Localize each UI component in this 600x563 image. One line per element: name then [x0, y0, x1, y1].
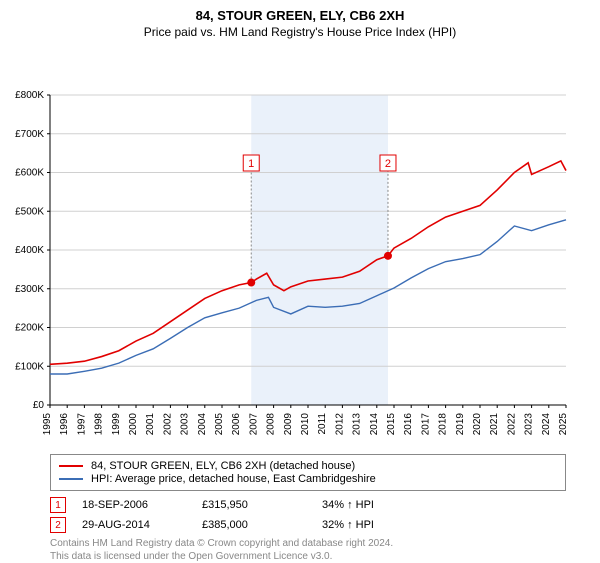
page-subtitle: Price paid vs. HM Land Registry's House … — [0, 23, 600, 45]
x-tick-label: 1998 — [94, 413, 105, 436]
legend-row: 84, STOUR GREEN, ELY, CB6 2XH (detached … — [59, 460, 557, 472]
sale-index-box: 2 — [50, 517, 66, 533]
legend-swatch — [59, 478, 83, 480]
x-tick-label: 2022 — [506, 413, 517, 436]
x-tick-label: 2014 — [369, 413, 380, 436]
x-tick-label: 2017 — [420, 413, 431, 436]
attribution: Contains HM Land Registry data © Crown c… — [50, 537, 566, 563]
x-tick-label: 2003 — [180, 413, 191, 436]
x-tick-label: 2002 — [162, 413, 173, 436]
sale-date: 18-SEP-2006 — [82, 499, 202, 511]
legend-label: 84, STOUR GREEN, ELY, CB6 2XH (detached … — [91, 460, 355, 472]
x-tick-label: 2019 — [455, 413, 466, 436]
sale-delta: 32% ↑ HPI — [322, 519, 442, 531]
x-tick-label: 2006 — [231, 413, 242, 436]
legend: 84, STOUR GREEN, ELY, CB6 2XH (detached … — [50, 454, 566, 491]
x-tick-label: 2013 — [352, 413, 363, 436]
y-tick-label: £500K — [15, 206, 44, 217]
x-tick-label: 2009 — [283, 413, 294, 436]
x-tick-label: 1996 — [59, 413, 70, 436]
x-tick-label: 2023 — [524, 413, 535, 436]
legend-swatch — [59, 465, 83, 467]
x-tick-label: 2010 — [300, 413, 311, 436]
y-tick-label: £600K — [15, 168, 44, 179]
x-tick-label: 2011 — [317, 413, 328, 435]
x-tick-label: 1999 — [111, 413, 122, 436]
sale-marker — [247, 279, 255, 287]
sale-price: £315,950 — [202, 499, 322, 511]
callout-number: 1 — [248, 158, 254, 170]
price-chart: £0 £100K £200K £300K £400K £500K £600K £700K £80… — [0, 45, 600, 448]
x-tick-label: 2021 — [489, 413, 500, 436]
y-tick-label: £0 — [33, 400, 45, 411]
x-tick-label: 2004 — [197, 413, 208, 436]
x-tick-label: 2015 — [386, 413, 397, 436]
sale-row: 1 18-SEP-2006£315,95034% ↑ HPI — [50, 495, 566, 515]
x-tick-label: 2025 — [558, 413, 569, 436]
x-tick-label: 2005 — [214, 413, 225, 436]
x-tick-label: 2007 — [248, 413, 259, 436]
legend-row: HPI: Average price, detached house, East… — [59, 473, 557, 485]
y-tick-label: £100K — [15, 361, 44, 372]
x-tick-label: 1995 — [42, 413, 53, 436]
x-tick-label: 2018 — [438, 413, 449, 436]
x-tick-label: 2020 — [472, 413, 483, 436]
sale-marker — [384, 252, 392, 260]
page-title: 84, STOUR GREEN, ELY, CB6 2XH — [0, 0, 600, 23]
sale-index-box: 1 — [50, 497, 66, 513]
attribution-line: Contains HM Land Registry data © Crown c… — [50, 537, 566, 550]
x-tick-label: 2012 — [334, 413, 345, 436]
sale-price: £385,000 — [202, 519, 322, 531]
legend-label: HPI: Average price, detached house, East… — [91, 473, 376, 485]
x-tick-label: 2016 — [403, 413, 414, 436]
y-tick-label: £700K — [15, 129, 44, 140]
x-tick-label: 2001 — [145, 413, 156, 436]
x-tick-label: 2008 — [266, 413, 277, 436]
sale-row: 2 29-AUG-2014£385,00032% ↑ HPI — [50, 515, 566, 535]
callout-number: 2 — [385, 158, 391, 170]
sales-table: 1 18-SEP-2006£315,95034% ↑ HPI 2 29-AUG-201… — [50, 495, 566, 535]
y-tick-label: £400K — [15, 245, 44, 256]
x-tick-label: 1997 — [76, 413, 87, 436]
attribution-line: This data is licensed under the Open Gov… — [50, 550, 566, 563]
x-tick-label: 2000 — [128, 413, 139, 436]
y-tick-label: £200K — [15, 323, 44, 334]
y-tick-label: £300K — [15, 284, 44, 295]
sale-date: 29-AUG-2014 — [82, 519, 202, 531]
x-tick-label: 2024 — [541, 413, 552, 436]
y-tick-label: £800K — [15, 90, 44, 101]
sale-delta: 34% ↑ HPI — [322, 499, 442, 511]
